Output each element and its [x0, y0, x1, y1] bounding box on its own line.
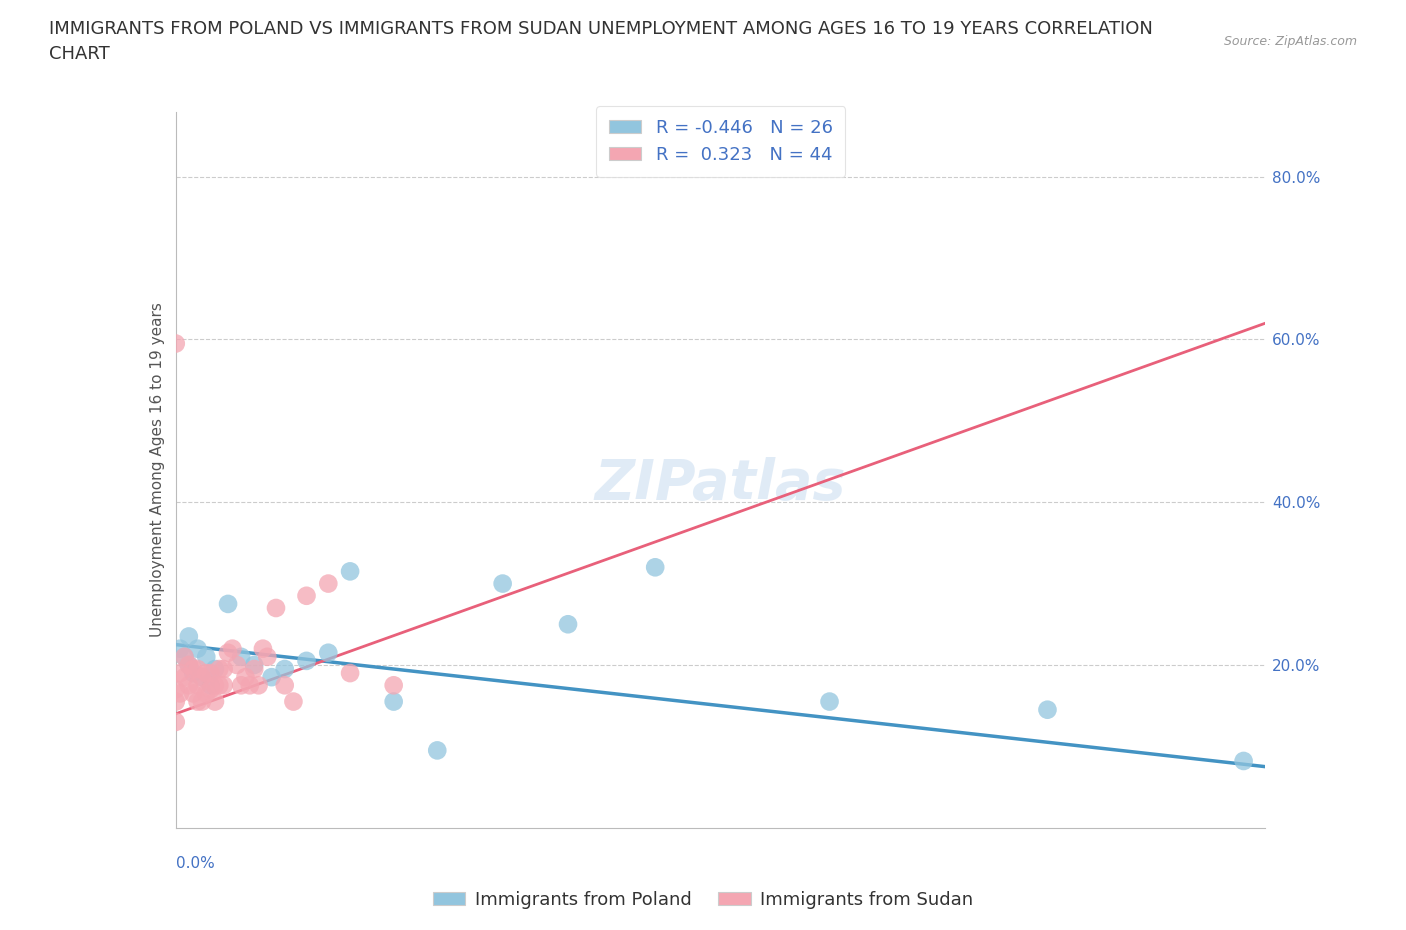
Point	[186, 694, 209, 709]
Point	[252, 642, 274, 657]
Legend: Immigrants from Poland, Immigrants from Sudan: Immigrants from Poland, Immigrants from …	[426, 884, 980, 916]
Point	[339, 666, 361, 681]
Text: IMMIGRANTS FROM POLAND VS IMMIGRANTS FROM SUDAN UNEMPLOYMENT AMONG AGES 16 TO 19: IMMIGRANTS FROM POLAND VS IMMIGRANTS FRO…	[49, 20, 1153, 38]
Point	[274, 661, 297, 676]
Point	[231, 678, 253, 693]
Point	[181, 666, 204, 681]
Point	[212, 661, 235, 676]
Point	[818, 694, 841, 709]
Point	[235, 670, 257, 684]
Point	[225, 658, 247, 672]
Point	[200, 682, 222, 697]
Point	[295, 654, 318, 669]
Text: Source: ZipAtlas.com: Source: ZipAtlas.com	[1223, 35, 1357, 48]
Point	[177, 658, 200, 672]
Point	[165, 714, 187, 729]
Text: CHART: CHART	[49, 45, 110, 62]
Point	[644, 560, 666, 575]
Point	[426, 743, 449, 758]
Point	[1036, 702, 1059, 717]
Point	[181, 686, 204, 701]
Point	[247, 678, 270, 693]
Point	[200, 678, 222, 693]
Point	[274, 678, 297, 693]
Point	[318, 576, 340, 591]
Point	[177, 678, 200, 693]
Point	[165, 682, 187, 697]
Point	[186, 642, 209, 657]
Point	[186, 661, 209, 676]
Point	[283, 694, 305, 709]
Point	[173, 670, 195, 684]
Point	[217, 645, 239, 660]
Point	[195, 666, 218, 681]
Point	[208, 661, 231, 676]
Point	[239, 678, 262, 693]
Point	[492, 576, 515, 591]
Point	[173, 649, 195, 664]
Point	[243, 658, 266, 672]
Point	[256, 649, 278, 664]
Point	[221, 642, 243, 657]
Point	[204, 694, 226, 709]
Point	[195, 686, 218, 701]
Point	[1232, 753, 1256, 768]
Point	[243, 661, 266, 676]
Point	[191, 694, 214, 709]
Point	[195, 649, 218, 664]
Point	[557, 617, 579, 631]
Point	[260, 670, 283, 684]
Point	[191, 670, 214, 684]
Point	[200, 666, 222, 681]
Point	[382, 678, 405, 693]
Point	[204, 661, 226, 676]
Point	[165, 336, 187, 351]
Point	[169, 666, 191, 681]
Point	[231, 649, 253, 664]
Y-axis label: Unemployment Among Ages 16 to 19 years: Unemployment Among Ages 16 to 19 years	[149, 302, 165, 637]
Point	[295, 589, 318, 604]
Point	[217, 596, 239, 611]
Text: ZIPatlas: ZIPatlas	[595, 457, 846, 511]
Point	[177, 629, 200, 644]
Point	[339, 564, 361, 578]
Point	[186, 678, 209, 693]
Text: 0.0%: 0.0%	[176, 857, 215, 871]
Point	[382, 694, 405, 709]
Point	[173, 649, 195, 664]
Point	[177, 658, 200, 672]
Legend: R = -0.446   N = 26, R =  0.323   N = 44: R = -0.446 N = 26, R = 0.323 N = 44	[596, 106, 845, 177]
Point	[169, 686, 191, 701]
Point	[204, 678, 226, 693]
Point	[212, 678, 235, 693]
Point	[169, 642, 191, 657]
Point	[181, 661, 204, 676]
Point	[264, 601, 287, 616]
Point	[318, 645, 340, 660]
Point	[208, 678, 231, 693]
Point	[165, 694, 187, 709]
Point	[191, 670, 214, 684]
